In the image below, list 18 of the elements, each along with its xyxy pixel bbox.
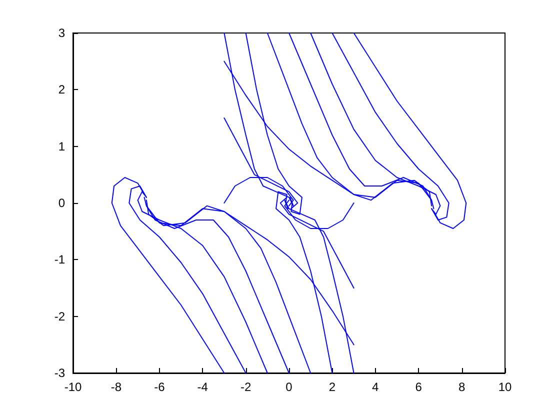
x-tick-label: 0	[286, 380, 293, 394]
y-tick-label: 3	[58, 26, 66, 40]
y-tick-label: -2	[54, 309, 66, 324]
x-tick-label: -10	[64, 380, 82, 394]
x-tick-label: 8	[458, 380, 466, 394]
x-tick-label: 4	[372, 380, 380, 394]
y-tick-label: 2	[58, 82, 66, 97]
y-tick-label: 0	[58, 196, 66, 210]
x-tick-label: 2	[328, 380, 336, 394]
x-tick-label: -2	[240, 380, 252, 394]
x-tick-label: 10	[498, 380, 512, 394]
y-tick-label: 1	[58, 139, 66, 154]
x-tick-label: -8	[110, 380, 122, 394]
y-tick-label: -1	[54, 252, 66, 267]
x-tick-label: -4	[197, 380, 208, 394]
x-tick-label: -6	[154, 380, 166, 394]
y-tick-label: -3	[54, 366, 66, 380]
x-tick-label: 6	[415, 380, 422, 394]
